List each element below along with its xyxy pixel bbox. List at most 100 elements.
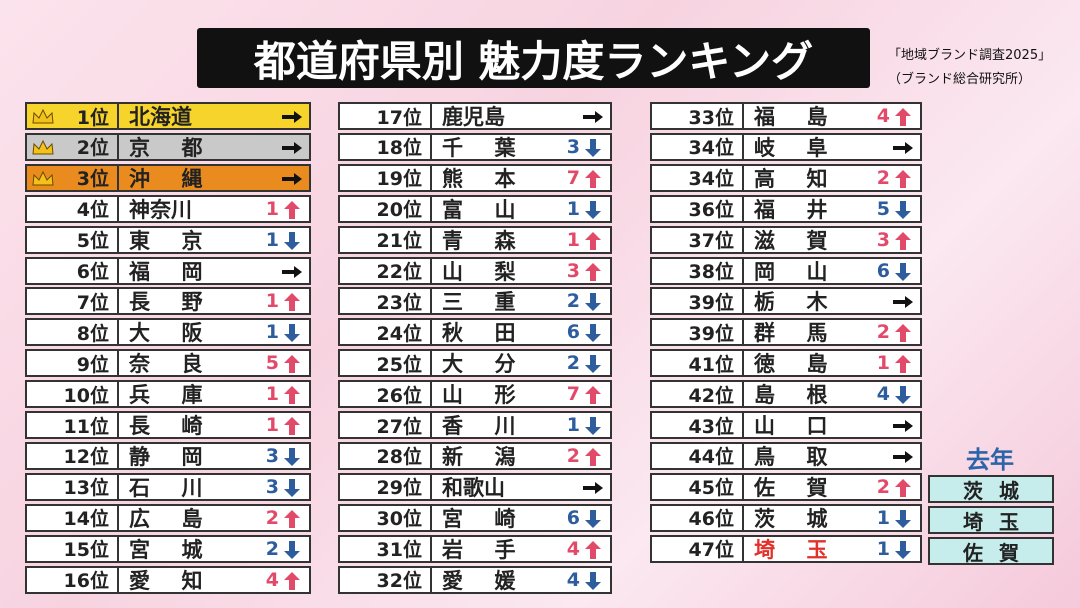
prefecture-name: 北海道 xyxy=(129,105,192,129)
change: 4 xyxy=(566,568,580,591)
name-cell: 愛知 4 xyxy=(119,568,309,593)
rank: 36位 xyxy=(652,196,744,221)
arrow-icon xyxy=(585,355,601,374)
rank: 18位 xyxy=(340,134,432,159)
change: 6 xyxy=(566,321,580,344)
shape xyxy=(895,355,911,374)
ranking-row: 28位 新潟 2 xyxy=(338,441,612,470)
shape xyxy=(585,509,601,528)
change: 1 xyxy=(265,414,279,436)
rank: 14位 xyxy=(27,505,119,530)
ranking-row: 39位 群馬 2 xyxy=(650,318,922,347)
name-cell: 島根 4 xyxy=(744,382,920,408)
arrow-icon xyxy=(284,540,300,559)
arrow-icon xyxy=(284,571,300,590)
change: 1 xyxy=(566,414,580,436)
ranking-row: 4位 神奈川 1 xyxy=(25,194,311,223)
prefecture-name: 高知 xyxy=(754,166,859,191)
ranking-row: 14位 広島 2 xyxy=(25,503,311,532)
ranking-row: 45位 佐賀 2 xyxy=(650,472,922,501)
shape xyxy=(895,169,911,188)
name-cell: 秋田 6 xyxy=(432,320,610,345)
name-cell: 青森 1 xyxy=(432,228,610,253)
arrow-icon xyxy=(585,447,601,466)
arrow-icon xyxy=(585,571,601,590)
shape xyxy=(585,324,601,343)
prefecture-name: 山形 xyxy=(442,383,547,408)
prefecture-name: 島根 xyxy=(754,383,859,408)
name-cell: 岐阜 xyxy=(744,135,920,160)
name-cell: 神奈川 1 xyxy=(119,197,309,222)
prefecture-name: 岩手 xyxy=(442,537,547,562)
change: 2 xyxy=(876,321,890,344)
name-cell: 岩手 4 xyxy=(432,537,610,562)
shape xyxy=(585,200,601,219)
shape xyxy=(893,141,913,154)
prefecture-name: 兵庫 xyxy=(129,383,234,408)
name-cell: 群馬 2 xyxy=(744,320,920,345)
prefecture-name: 京都 xyxy=(129,135,234,160)
prefecture-name: 愛知 xyxy=(129,568,234,593)
ranking-row: 43位 山口 xyxy=(650,411,922,439)
name-cell: 静岡 3 xyxy=(119,444,309,469)
shape xyxy=(284,324,300,343)
rank: 2位 xyxy=(27,134,119,159)
change: 7 xyxy=(566,383,580,406)
shape xyxy=(583,111,603,123)
rank: 11位 xyxy=(27,413,119,438)
ranking-row: 23位 三重 2 xyxy=(338,287,612,316)
ranking-row: 46位 茨城 1 xyxy=(650,503,922,532)
rank: 45位 xyxy=(652,474,744,499)
ranking-row: 38位 岡山 6 xyxy=(650,256,922,285)
change: 2 xyxy=(566,290,580,313)
arrow-icon xyxy=(895,108,911,126)
shape xyxy=(585,447,601,466)
rank: 34位 xyxy=(652,165,744,190)
prefecture-name: 香川 xyxy=(442,414,547,438)
rank: 43位 xyxy=(652,413,744,438)
prefecture-name: 宮崎 xyxy=(442,506,547,531)
change: 3 xyxy=(265,475,279,498)
change: 1 xyxy=(876,506,890,529)
rank: 20位 xyxy=(340,196,432,221)
ranking-row: 13位 石川 3 xyxy=(25,472,311,501)
shape xyxy=(284,509,300,528)
rank: 32位 xyxy=(340,567,432,592)
prefecture-name: 茨城 xyxy=(754,506,859,531)
prefecture-name: 大阪 xyxy=(129,321,234,346)
rank: 8位 xyxy=(27,320,119,345)
rank: 3位 xyxy=(27,165,119,190)
arrow-icon xyxy=(585,324,601,343)
shape xyxy=(284,540,300,559)
rank: 19位 xyxy=(340,165,432,190)
change: 1 xyxy=(265,290,279,313)
shape xyxy=(32,170,54,186)
ranking-row: 42位 島根 4 xyxy=(650,380,922,409)
name-cell: 福井 5 xyxy=(744,197,920,222)
ranking-row: 44位 鳥取 xyxy=(650,441,922,470)
shape xyxy=(583,481,603,494)
name-cell: 長野 1 xyxy=(119,289,309,314)
ranking-row: 31位 岩手 4 xyxy=(338,534,612,563)
change: 1 xyxy=(265,383,279,406)
shape xyxy=(895,540,911,559)
rank: 9位 xyxy=(27,351,119,376)
prefecture-name: 福島 xyxy=(754,105,859,129)
prefecture-name: 山口 xyxy=(754,414,859,438)
shape xyxy=(284,293,300,312)
ranking-row: 15位 宮城 2 xyxy=(25,534,311,563)
arrow-icon xyxy=(895,169,911,188)
arrow-icon xyxy=(282,141,302,154)
ranking-row: 33位 福島 4 xyxy=(650,102,922,130)
rank: 23位 xyxy=(340,289,432,314)
name-cell: 鳥取 xyxy=(744,444,920,469)
rank: 34位 xyxy=(652,134,744,159)
arrow-icon xyxy=(895,540,911,559)
name-cell: 宮城 2 xyxy=(119,537,309,562)
ranking-row: 9位 奈良 5 xyxy=(25,349,311,378)
shape xyxy=(282,172,302,185)
rank: 33位 xyxy=(652,104,744,129)
last-year-title: 去年 xyxy=(966,446,1014,474)
change: 1 xyxy=(265,228,279,251)
prefecture-name: 和歌山 xyxy=(442,475,505,500)
